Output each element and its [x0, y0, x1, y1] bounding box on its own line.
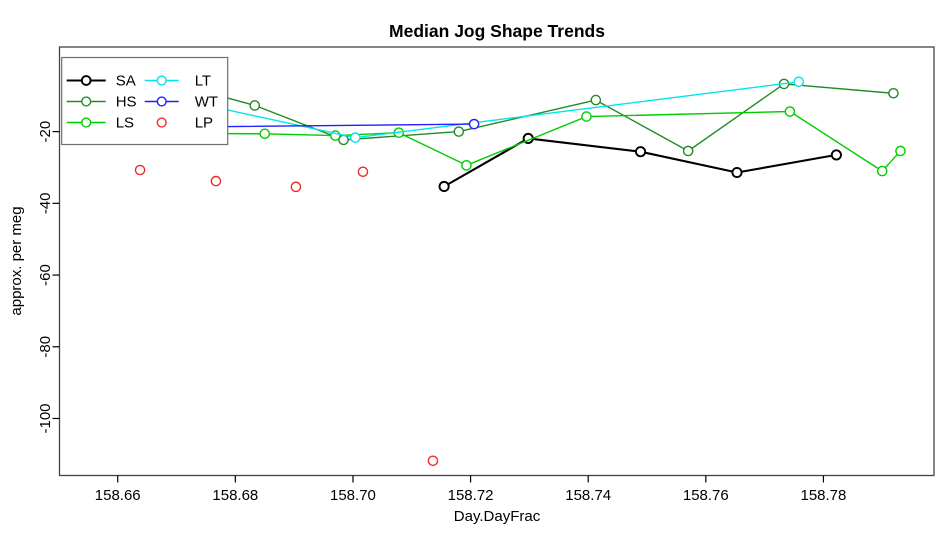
series-LS: [112, 106, 906, 177]
x-tick-label: 158.72: [448, 487, 494, 504]
data-point-LS: [876, 165, 888, 177]
data-point-LP: [134, 164, 146, 176]
legend-marker-LS: [81, 117, 92, 128]
legend-label-WT: WT: [195, 94, 218, 111]
series-SA: [438, 132, 842, 193]
legend-marker-SA: [80, 75, 92, 86]
y-tick-label: -40: [37, 192, 54, 214]
legend-label-HS: HS: [116, 94, 137, 111]
y-tick-label: -20: [37, 121, 54, 143]
data-point-LS: [581, 111, 592, 122]
legend-marker-LP: [156, 117, 167, 128]
series-HS: [135, 68, 899, 157]
x-axis-label: Day.DayFrac: [454, 508, 541, 525]
legend: SA HS LS LT WT LP: [61, 56, 229, 146]
data-point-HS: [590, 94, 602, 106]
x-tick-label: 158.74: [565, 487, 611, 504]
data-point-LS: [461, 160, 472, 171]
chart-title: Median Jog Shape Trends: [389, 21, 605, 41]
legend-entry-LT: LT: [144, 73, 211, 90]
legend-marker-HS: [81, 96, 92, 107]
data-point-LP: [357, 166, 369, 178]
legend-entry-HS: HS: [66, 94, 137, 111]
legend-marker-LT: [156, 75, 167, 86]
legend-entry-LP: LP: [156, 115, 213, 132]
y-axis-label: approx. per meg: [8, 206, 25, 315]
data-point-HS: [682, 145, 694, 157]
data-point-LP: [290, 181, 302, 193]
x-tick-label: 158.68: [212, 487, 258, 504]
data-point-HS: [249, 100, 261, 111]
y-tick-label: -100: [37, 403, 54, 433]
legend-label-LT: LT: [195, 73, 211, 90]
legend-label-SA: SA: [116, 73, 136, 90]
legend-label-LP: LP: [195, 115, 213, 132]
data-point-LT: [793, 76, 805, 88]
plot-area: 158.66 158.68 158.70 158.72 158.74 158.76 158.…: [37, 46, 935, 504]
data-point-WT: [468, 118, 480, 130]
data-point-LT: [350, 132, 361, 144]
legend-entry-WT: WT: [144, 94, 218, 111]
y-tick-label: -80: [37, 336, 54, 358]
x-tick-label: 158.78: [800, 487, 846, 504]
data-point-LS: [784, 106, 796, 117]
data-point-LP: [427, 455, 439, 467]
data-point-SA: [634, 146, 647, 158]
x-tick-label: 158.66: [95, 487, 141, 504]
data-point-SA: [731, 166, 743, 179]
y-tick-label: -60: [37, 264, 54, 286]
legend-entry-LS: LS: [66, 115, 134, 132]
data-point-HS: [453, 126, 465, 137]
data-point-LS: [259, 128, 271, 140]
data-point-LS: [895, 145, 906, 157]
legend-marker-WT: [156, 96, 167, 107]
plot-box: [58, 46, 935, 477]
x-tick-label: 158.70: [330, 487, 376, 504]
legend-entry-SA: SA: [66, 73, 136, 90]
legend-label-LS: LS: [116, 115, 134, 132]
series-LP: [134, 164, 439, 467]
data-point-LP: [210, 175, 222, 187]
data-point-SA: [830, 149, 842, 161]
series-line-SA: [443, 137, 838, 188]
x-tick-label: 158.76: [683, 487, 729, 504]
data-point-HS: [888, 87, 899, 99]
data-point-SA: [438, 180, 450, 193]
